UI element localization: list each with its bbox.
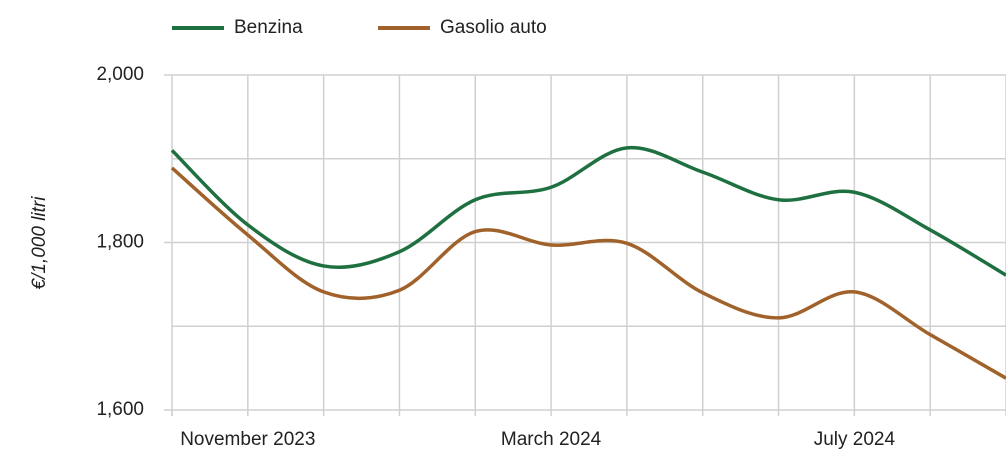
x-tick-label: November 2023	[180, 429, 315, 450]
y-tick-label: 1,600	[96, 399, 144, 420]
y-axis-label: €/1,000 litri	[29, 196, 50, 290]
series-line	[170, 145, 1006, 277]
x-tick-label: July 2024	[814, 429, 896, 450]
legend-label: Benzina	[234, 17, 303, 38]
legend-label: Gasolio auto	[440, 17, 547, 38]
x-tick-label: March 2024	[501, 429, 602, 450]
y-tick-label: 2,000	[96, 64, 144, 85]
plot-area	[170, 145, 1006, 380]
series-line	[170, 166, 1006, 380]
y-tick-label: 1,800	[96, 232, 144, 253]
